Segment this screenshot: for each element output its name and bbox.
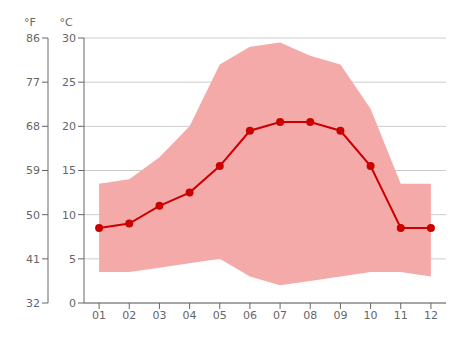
svg-text:°C: °C xyxy=(59,16,73,29)
svg-text:68: 68 xyxy=(26,120,40,133)
svg-text:10: 10 xyxy=(364,309,378,322)
svg-text:05: 05 xyxy=(213,309,227,322)
svg-text:11: 11 xyxy=(394,309,408,322)
svg-text:20: 20 xyxy=(62,120,76,133)
svg-text:07: 07 xyxy=(273,309,287,322)
svg-text:06: 06 xyxy=(243,309,257,322)
svg-text:77: 77 xyxy=(26,76,40,89)
svg-text:10: 10 xyxy=(62,209,76,222)
svg-text:86: 86 xyxy=(26,32,40,45)
svg-text:32: 32 xyxy=(26,297,40,310)
svg-text:59: 59 xyxy=(26,164,40,177)
svg-text:09: 09 xyxy=(333,309,347,322)
svg-text:0: 0 xyxy=(69,297,76,310)
svg-text:30: 30 xyxy=(62,32,76,45)
svg-text:02: 02 xyxy=(122,309,136,322)
svg-text:03: 03 xyxy=(152,309,166,322)
svg-text:01: 01 xyxy=(92,309,106,322)
svg-text:15: 15 xyxy=(62,164,76,177)
svg-text:50: 50 xyxy=(26,209,40,222)
svg-text:25: 25 xyxy=(62,76,76,89)
svg-text:41: 41 xyxy=(26,253,40,266)
svg-text:°F: °F xyxy=(24,16,36,29)
svg-text:08: 08 xyxy=(303,309,317,322)
svg-text:5: 5 xyxy=(69,253,76,266)
svg-text:04: 04 xyxy=(183,309,197,322)
svg-text:12: 12 xyxy=(424,309,438,322)
